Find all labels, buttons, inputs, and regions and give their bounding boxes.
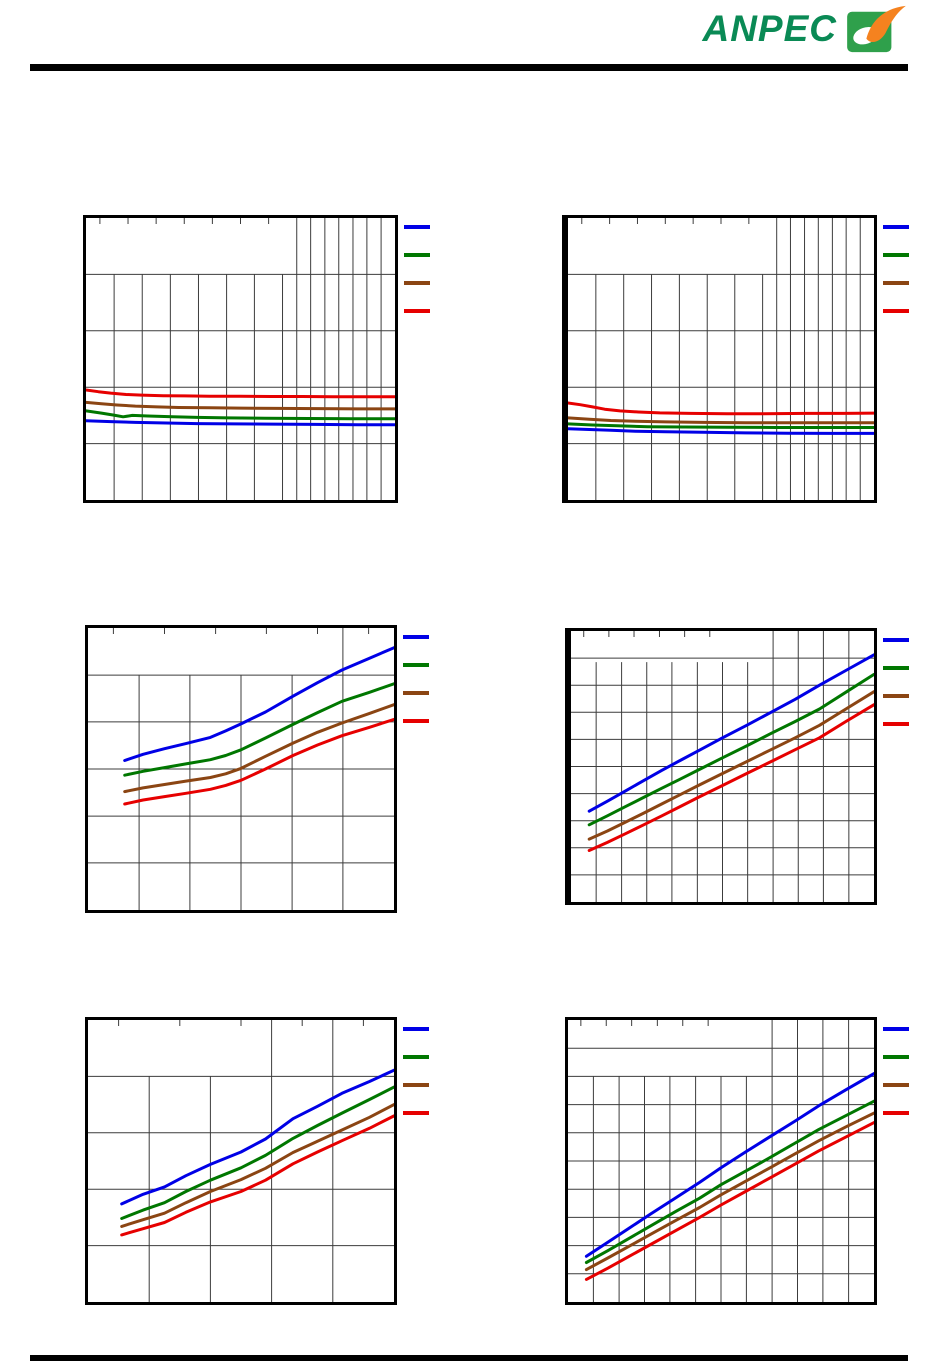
plot-area — [85, 625, 397, 913]
chart-legend — [883, 225, 909, 313]
plot-area — [562, 215, 877, 503]
legend-dash-blue — [883, 638, 909, 642]
legend-dash-brown — [403, 691, 429, 695]
legend-dash-green — [883, 666, 909, 670]
chart-bottom-right — [565, 1017, 909, 1305]
legend-dash-blue — [404, 225, 430, 229]
anpec-logo: ANPEC — [702, 4, 907, 54]
legend-dash-red — [404, 309, 430, 313]
legend-dash-brown — [403, 1083, 429, 1087]
legend-dash-green — [403, 663, 429, 667]
legend-dash-brown — [883, 281, 909, 285]
header-rule — [30, 64, 908, 71]
chart-legend — [404, 225, 430, 313]
anpec-logo-text: ANPEC — [702, 8, 837, 49]
chart-legend — [403, 1027, 429, 1115]
chart-legend — [883, 638, 909, 726]
footer-rule — [30, 1355, 908, 1361]
legend-dash-blue — [883, 225, 909, 229]
plot-area — [565, 1017, 877, 1305]
legend-dash-red — [883, 722, 909, 726]
chart-legend — [883, 1027, 909, 1115]
plot-area — [85, 1017, 397, 1305]
legend-dash-red — [883, 1111, 909, 1115]
legend-dash-red — [403, 1111, 429, 1115]
chart-top-right — [562, 215, 909, 503]
chart-bottom-left — [85, 1017, 429, 1305]
legend-dash-blue — [883, 1027, 909, 1031]
logo-swoosh-icon — [866, 5, 906, 43]
legend-dash-green — [883, 253, 909, 257]
legend-dash-brown — [404, 281, 430, 285]
legend-dash-brown — [883, 1083, 909, 1087]
legend-dash-blue — [403, 1027, 429, 1031]
legend-dash-green — [403, 1055, 429, 1059]
plot-area — [565, 628, 877, 905]
chart-top-left — [83, 215, 430, 503]
chart-legend — [403, 635, 429, 723]
chart-middle-right — [565, 628, 909, 905]
legend-dash-red — [883, 309, 909, 313]
legend-dash-green — [883, 1055, 909, 1059]
legend-dash-red — [403, 719, 429, 723]
chart-middle-left — [85, 625, 429, 913]
anpec-logo-mark-icon — [847, 5, 906, 53]
legend-dash-brown — [883, 694, 909, 698]
plot-area — [83, 215, 398, 503]
legend-dash-green — [404, 253, 430, 257]
legend-dash-blue — [403, 635, 429, 639]
